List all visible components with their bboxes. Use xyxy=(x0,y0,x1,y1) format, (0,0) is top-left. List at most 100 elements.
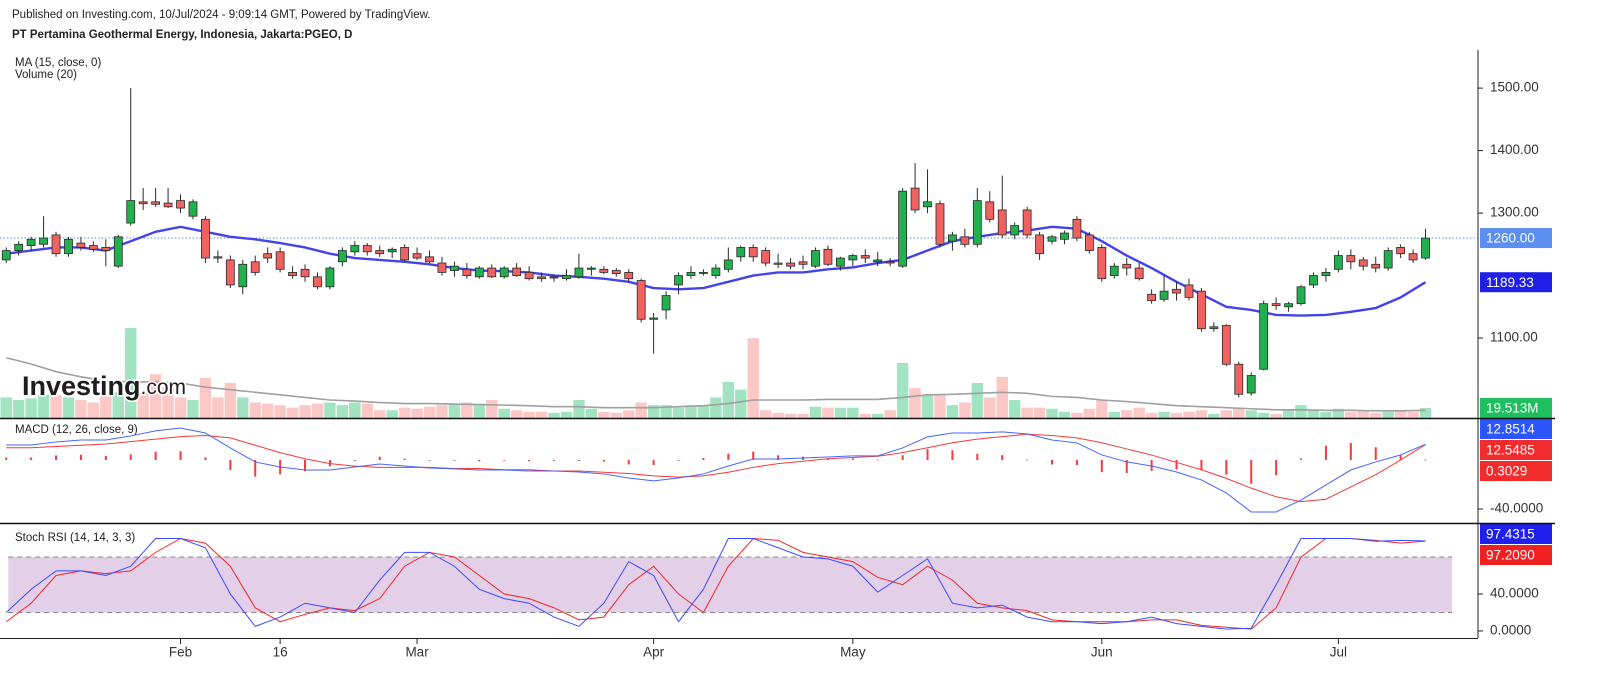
volume-bar xyxy=(125,327,137,418)
histogram-bar xyxy=(677,459,680,461)
volume-bar xyxy=(75,399,87,418)
volume-bar xyxy=(1083,408,1096,418)
candle-body xyxy=(51,234,61,255)
candle-body xyxy=(549,276,559,279)
candle-body xyxy=(1246,375,1256,394)
x-tick-label: Jul xyxy=(1330,645,1347,660)
candle-body xyxy=(723,259,733,270)
volume-bar xyxy=(971,383,984,418)
volume-bar xyxy=(735,389,747,418)
candle-body xyxy=(113,236,123,267)
volume-bar xyxy=(946,405,959,418)
histogram-bar xyxy=(503,459,506,461)
volume-bar xyxy=(523,411,535,418)
volume-bar xyxy=(261,403,274,418)
candle-body xyxy=(1184,284,1194,298)
volume-bar xyxy=(224,383,237,418)
volume-bar xyxy=(311,403,324,418)
volume-bar xyxy=(62,397,75,418)
volume-bar xyxy=(25,398,37,418)
candle-body xyxy=(674,275,683,286)
volume-ma-line xyxy=(6,357,1426,412)
volume-bar xyxy=(685,405,697,418)
volume-bar xyxy=(386,410,398,418)
histogram-bar xyxy=(403,458,406,460)
candle-body xyxy=(960,236,970,245)
volume-bar xyxy=(1320,411,1332,418)
candle-body xyxy=(985,201,995,220)
candle-body xyxy=(748,247,758,258)
volume-bar xyxy=(423,406,436,418)
macd-pane xyxy=(5,427,1427,513)
volume-bar xyxy=(984,397,996,418)
candle-body xyxy=(948,234,957,242)
candle-body xyxy=(1271,303,1281,306)
candle-body xyxy=(1209,326,1219,330)
candle-body xyxy=(1296,286,1306,305)
volume-bar xyxy=(137,392,149,418)
value-badge-label: 19.513M xyxy=(1486,401,1539,416)
candle-body xyxy=(860,255,870,259)
candle-body xyxy=(1309,275,1318,286)
volume-bar xyxy=(610,412,622,418)
volume-bar xyxy=(1183,411,1195,418)
histogram-bar xyxy=(353,459,356,461)
volume-bar xyxy=(1245,410,1257,418)
candle-body xyxy=(1284,303,1293,308)
histogram-bar xyxy=(752,451,755,460)
volume-bar xyxy=(1046,408,1058,418)
volume-bar xyxy=(872,413,884,418)
volume-bar xyxy=(623,410,635,418)
candle-body xyxy=(811,250,820,267)
volume-bar xyxy=(647,405,660,418)
value-badge xyxy=(1480,272,1552,293)
histogram-bar xyxy=(154,451,157,460)
candle-body xyxy=(350,245,360,253)
value-badge xyxy=(1480,545,1552,565)
candle-body xyxy=(300,268,310,278)
value-badge xyxy=(1480,397,1552,418)
volume-bar xyxy=(884,410,896,418)
histogram-bar xyxy=(1225,459,1228,475)
histogram-bar xyxy=(129,454,132,460)
volume-bar xyxy=(809,406,822,418)
volume-bar xyxy=(535,411,548,418)
candle-body xyxy=(898,190,908,267)
candle-body xyxy=(1122,263,1132,269)
candle-body xyxy=(325,267,335,288)
value-badge xyxy=(1480,228,1552,249)
candle-body xyxy=(1408,253,1418,261)
stoch-d-line xyxy=(5,537,1426,630)
price-pane xyxy=(0,88,1478,418)
volume-bar xyxy=(112,392,124,418)
candle-body xyxy=(823,248,833,265)
volume-bar xyxy=(1257,412,1270,418)
volume-bar xyxy=(921,394,934,418)
histogram-bar xyxy=(428,459,431,461)
volume-bar xyxy=(1295,405,1307,418)
candle-body xyxy=(1134,267,1144,280)
volume-bar xyxy=(660,405,672,418)
histogram-bar xyxy=(1075,459,1078,465)
candle-body xyxy=(188,201,198,217)
candle-body xyxy=(499,267,509,278)
y-tick-label: 1500.00 xyxy=(1490,80,1539,95)
volume-bar xyxy=(486,399,498,418)
histogram-bar xyxy=(602,459,605,462)
histogram-bar xyxy=(1275,459,1278,476)
histogram-bar xyxy=(1349,443,1352,460)
candle-body xyxy=(1147,293,1157,301)
volume-bar xyxy=(361,403,373,418)
histogram-bar xyxy=(577,459,580,461)
candle-body xyxy=(1097,247,1107,280)
volume-bar xyxy=(548,412,560,418)
histogram-bar xyxy=(652,459,655,465)
candle-body xyxy=(586,267,596,270)
volume-bar xyxy=(436,405,448,418)
histogram-bar xyxy=(55,455,58,460)
value-badge-label: 12.8514 xyxy=(1486,422,1535,437)
volume-bar xyxy=(598,411,610,418)
stoch-k-line xyxy=(5,538,1426,630)
